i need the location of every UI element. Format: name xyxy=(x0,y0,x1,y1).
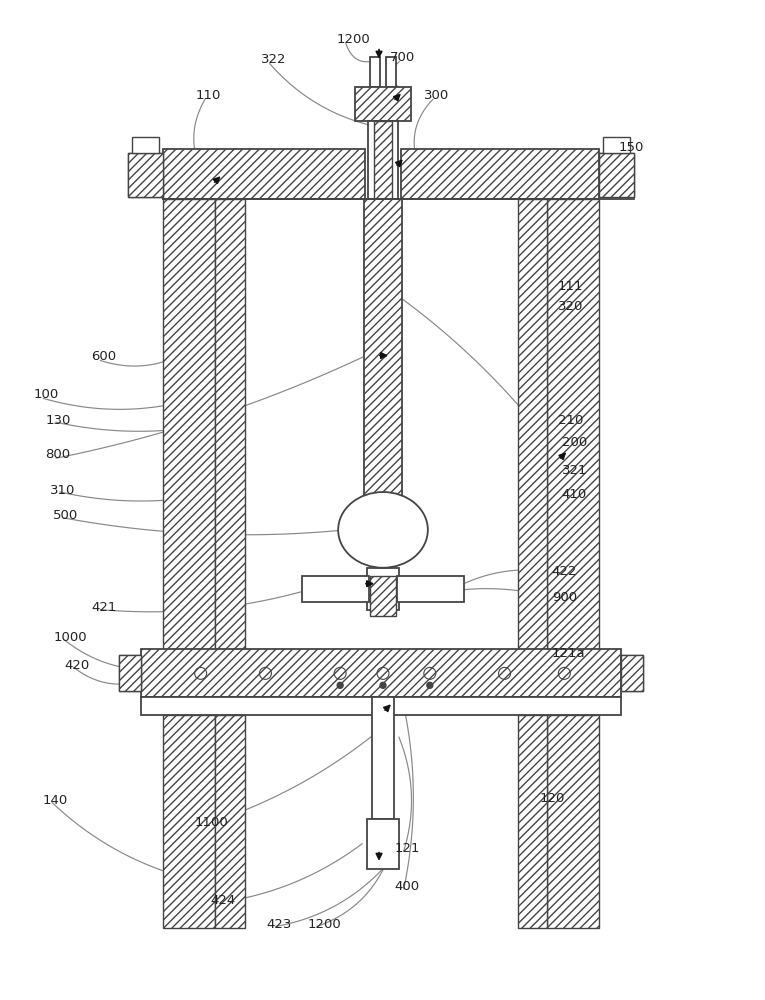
Text: 150: 150 xyxy=(619,141,644,154)
Bar xyxy=(401,149,599,199)
Bar xyxy=(370,57,380,87)
Text: 100: 100 xyxy=(34,388,59,401)
Bar xyxy=(369,341,397,370)
Text: 310: 310 xyxy=(50,484,76,497)
Text: 424: 424 xyxy=(210,894,236,907)
Text: 121a: 121a xyxy=(552,647,585,660)
Bar xyxy=(141,649,621,697)
Bar xyxy=(370,576,396,616)
Text: 600: 600 xyxy=(91,350,116,363)
Text: 1100: 1100 xyxy=(195,816,229,829)
Bar xyxy=(374,121,392,341)
Bar xyxy=(366,341,400,370)
Text: 130: 130 xyxy=(46,414,71,427)
Text: 210: 210 xyxy=(558,414,583,427)
Bar xyxy=(548,715,599,928)
Bar xyxy=(599,153,634,197)
Text: 110: 110 xyxy=(196,89,221,102)
Bar xyxy=(367,819,399,869)
Bar xyxy=(367,568,399,610)
Bar xyxy=(163,199,215,679)
Text: 140: 140 xyxy=(43,794,68,807)
Bar xyxy=(517,715,548,928)
Bar xyxy=(302,576,369,602)
Text: 500: 500 xyxy=(54,509,79,522)
Bar xyxy=(517,199,548,679)
Bar xyxy=(163,715,215,928)
Text: 421: 421 xyxy=(91,601,117,614)
Ellipse shape xyxy=(338,492,428,568)
Text: 200: 200 xyxy=(562,436,587,449)
Bar xyxy=(128,153,163,197)
Bar xyxy=(372,697,394,819)
Text: 111: 111 xyxy=(558,280,583,293)
Text: 423: 423 xyxy=(267,918,292,931)
Text: 300: 300 xyxy=(424,89,449,102)
Circle shape xyxy=(380,682,386,688)
Text: 120: 120 xyxy=(539,792,565,805)
Text: 1000: 1000 xyxy=(54,631,87,644)
Circle shape xyxy=(337,682,343,688)
Text: 321: 321 xyxy=(562,464,587,477)
Text: 1200: 1200 xyxy=(308,918,341,931)
Bar xyxy=(621,655,643,691)
Bar xyxy=(621,655,643,691)
Text: 422: 422 xyxy=(552,565,577,578)
Bar xyxy=(548,199,599,679)
Text: 322: 322 xyxy=(261,53,286,66)
Text: 800: 800 xyxy=(46,448,70,461)
Bar xyxy=(397,576,464,602)
Bar xyxy=(119,655,141,691)
Bar xyxy=(215,199,245,679)
Text: 410: 410 xyxy=(562,488,587,501)
Circle shape xyxy=(427,682,433,688)
Text: 420: 420 xyxy=(64,659,90,672)
Text: 400: 400 xyxy=(395,880,420,893)
Bar xyxy=(163,149,365,199)
Bar xyxy=(368,121,398,510)
Text: 900: 900 xyxy=(552,591,577,604)
Text: 121: 121 xyxy=(395,842,420,855)
Text: 1200: 1200 xyxy=(337,33,370,46)
Bar xyxy=(364,199,402,510)
Bar xyxy=(603,137,630,153)
Bar xyxy=(386,57,396,87)
Text: 320: 320 xyxy=(558,300,583,313)
Bar xyxy=(599,153,634,197)
Bar xyxy=(132,137,159,153)
Bar xyxy=(215,715,245,928)
Bar xyxy=(119,655,141,691)
Text: 700: 700 xyxy=(390,51,415,64)
Bar xyxy=(141,697,621,715)
Bar xyxy=(128,153,163,197)
Bar xyxy=(355,87,411,121)
